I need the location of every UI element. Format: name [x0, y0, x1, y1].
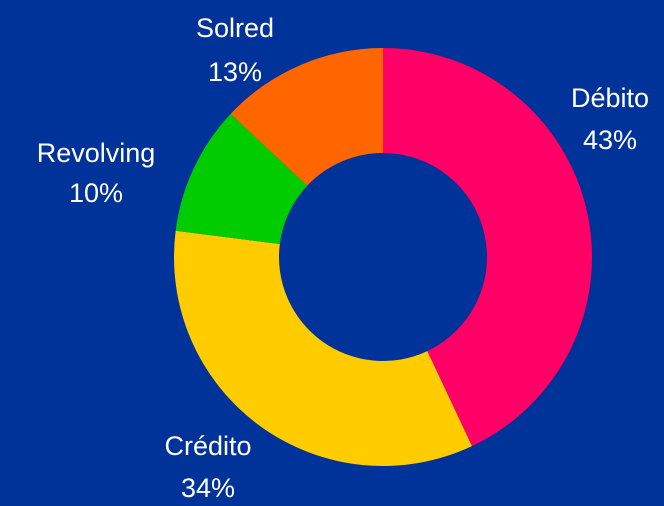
slice: [230, 48, 383, 186]
slice: [383, 48, 593, 447]
slice-value-label: 13%: [208, 57, 262, 87]
slice-label: Revolving: [37, 138, 156, 168]
slice-value-label: 34%: [181, 473, 235, 503]
slice-label: Solred: [196, 13, 274, 43]
slice: [174, 230, 472, 466]
slice-value-label: 10%: [69, 178, 123, 208]
slice-label: Crédito: [164, 431, 251, 461]
slice: [175, 113, 308, 244]
slice-label: Débito: [571, 83, 649, 113]
slice-value-label: 43%: [583, 125, 637, 155]
